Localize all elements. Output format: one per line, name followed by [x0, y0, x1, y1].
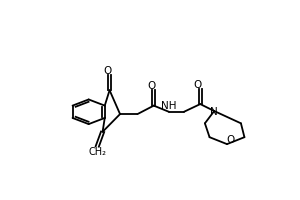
Text: O: O	[226, 135, 234, 145]
Text: O: O	[147, 81, 156, 91]
Text: CH₂: CH₂	[88, 147, 106, 157]
Text: O: O	[103, 66, 112, 76]
Text: O: O	[194, 80, 202, 90]
Text: NH: NH	[161, 101, 177, 111]
Text: N: N	[210, 107, 218, 117]
